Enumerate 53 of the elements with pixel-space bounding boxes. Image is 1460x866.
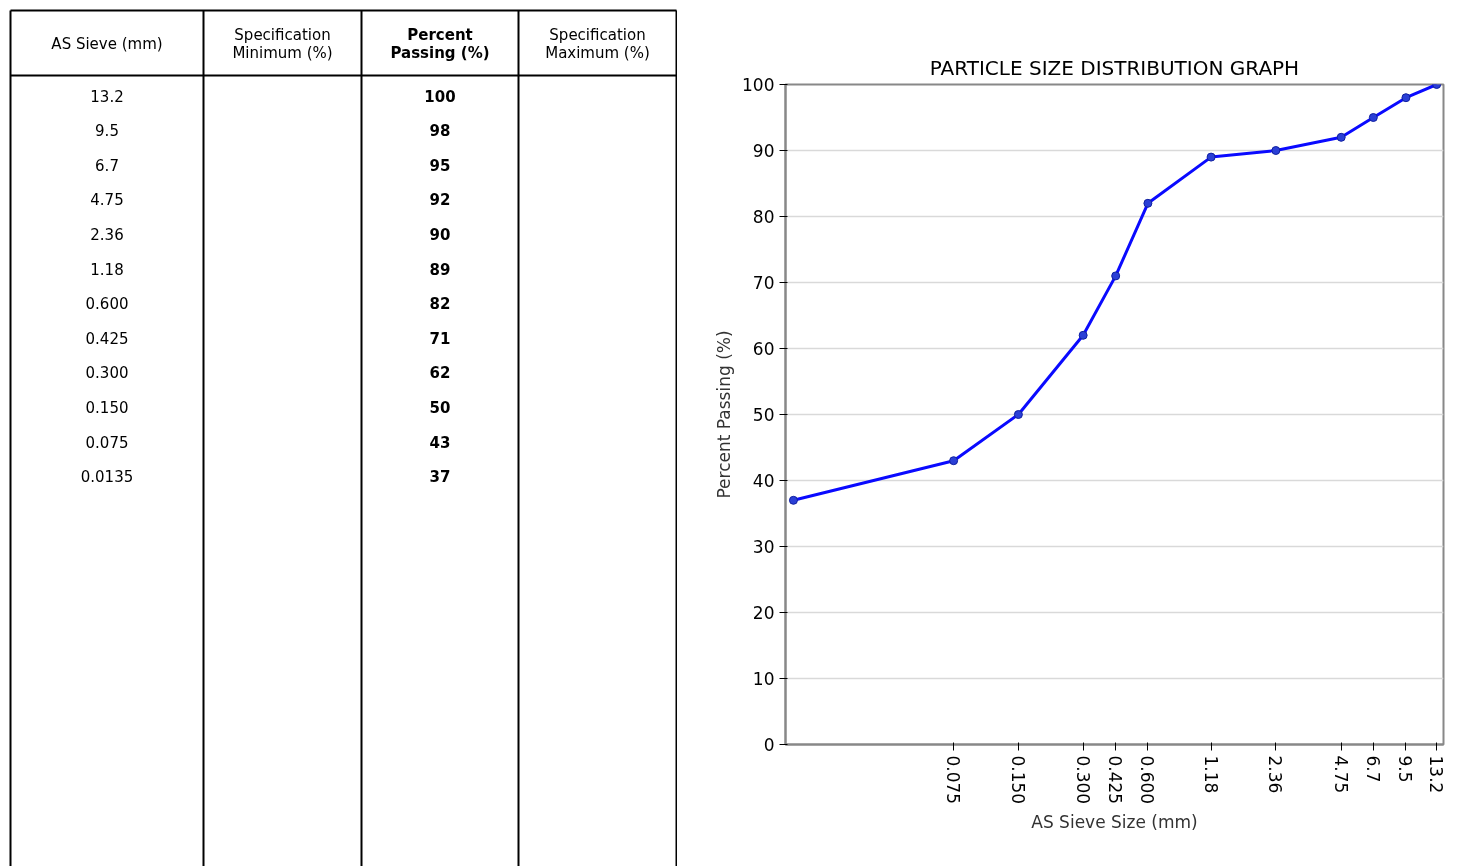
y-tick-label: 70: [752, 273, 775, 293]
y-tick-label: 100: [742, 75, 775, 95]
y-tick-label: 0: [763, 735, 775, 755]
text: 4.75: [90, 191, 124, 210]
text: 43: [429, 433, 451, 452]
text: AS Sieve (mm): [51, 34, 163, 53]
text: 71: [429, 329, 451, 348]
x-tick-label: 9.5: [1395, 755, 1416, 783]
x-tick-label: 6.7: [1362, 755, 1383, 783]
y-tick-label: 10: [752, 669, 775, 689]
text: 98: [429, 122, 451, 141]
text: 82: [429, 295, 451, 314]
text: 90: [429, 225, 451, 244]
x-tick-label: 2.36: [1265, 755, 1286, 794]
x-tick-label: 0.300: [1072, 755, 1093, 805]
text: Percent Passing (%): [390, 25, 490, 62]
y-tick-label: 20: [752, 603, 775, 623]
text: 95: [429, 156, 451, 175]
text: 100: [424, 87, 456, 106]
x-tick-label: 0.075: [943, 755, 964, 805]
text: 92: [429, 191, 451, 210]
text: 13.2: [90, 87, 124, 106]
y-tick-label: 50: [752, 405, 775, 425]
text: Specification Minimum (%): [232, 25, 333, 62]
text: 2.36: [90, 225, 124, 244]
text: 0.0135: [80, 468, 134, 487]
y-tick-label: 90: [752, 141, 775, 161]
text: 6.7: [95, 156, 119, 175]
text: 1.18: [90, 260, 124, 279]
text: 50: [429, 398, 451, 417]
text: 0.600: [85, 295, 129, 314]
text: 0.150: [85, 398, 129, 417]
text: 0.425: [85, 329, 129, 348]
y-tick-label: 80: [752, 207, 775, 227]
x-axis-title: AS Sieve Size (mm): [1031, 812, 1198, 833]
y-tick-label: 30: [752, 537, 775, 557]
x-tick-label: 13.2: [1426, 755, 1447, 794]
text: 37: [429, 468, 451, 487]
text: 62: [429, 364, 451, 383]
x-tick-label: 0.150: [1007, 755, 1028, 805]
x-tick-label: 0.600: [1137, 755, 1158, 805]
x-tick-label: 0.425: [1105, 755, 1126, 805]
y-tick-label: 40: [752, 471, 775, 491]
y-tick-label: 60: [752, 339, 775, 359]
x-tick-label: 1.18: [1200, 755, 1221, 794]
x-tick-label: 4.75: [1330, 755, 1351, 794]
text: Specification Maximum (%): [545, 25, 650, 62]
text: 0.300: [85, 364, 129, 383]
y-axis-title: Percent Passing (%): [714, 330, 735, 499]
chart-title: PARTICLE SIZE DISTRIBUTION GRAPH: [929, 55, 1300, 80]
text: 9.5: [95, 122, 119, 141]
text: 89: [429, 260, 451, 279]
text: 0.075: [85, 433, 129, 452]
